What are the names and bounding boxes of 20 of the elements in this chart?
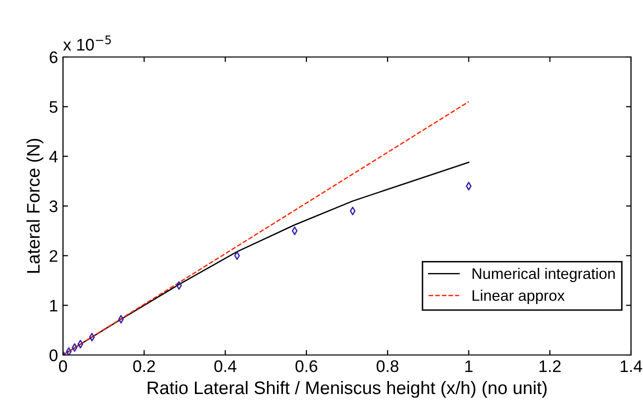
y-tick-label: 3: [50, 200, 58, 212]
y-tick-label: 0: [50, 349, 58, 362]
y-tick-label: 2: [50, 250, 58, 262]
legend-label: Linear approx: [472, 290, 565, 304]
y-tick-label: 4: [49, 150, 58, 162]
x-axis-title: Ratio Lateral Shift / Meniscus height (x/h) (no unit): [148, 380, 547, 398]
legend-label: Numerical integration: [472, 268, 615, 282]
y-axis-title: Lateral Force (N): [26, 138, 44, 273]
x-tick-label: 1.4: [620, 360, 642, 372]
x-tick-label: 1: [465, 360, 473, 372]
x-tick-label: 1.2: [540, 360, 561, 372]
y-tick-label: 6: [50, 51, 58, 64]
y-tick-label: 1: [50, 300, 58, 312]
x-tick-label: 0.6: [295, 360, 318, 372]
x-tick-label: 0.4: [214, 360, 236, 372]
x-tick-label: 0: [59, 360, 67, 372]
x-tick-label: 0.2: [133, 360, 155, 372]
text: x 10$^{−5}$: [63, 36, 111, 51]
x-tick-label: 0.8: [376, 360, 398, 372]
y-tick-label: 5: [50, 101, 58, 113]
